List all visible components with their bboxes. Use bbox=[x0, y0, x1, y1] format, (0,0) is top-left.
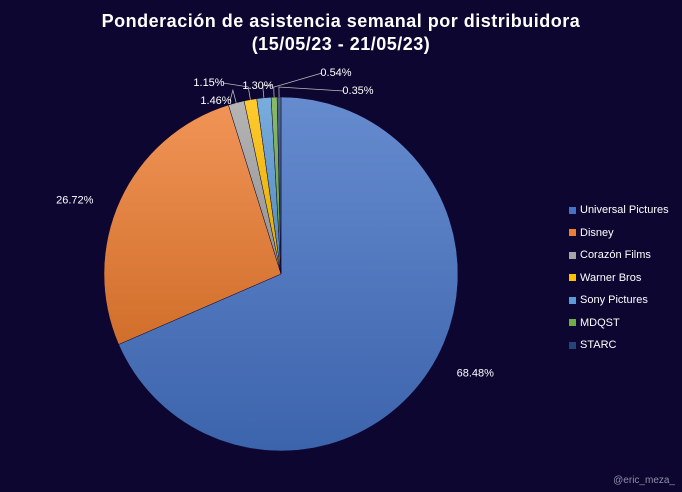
data-label-disney: 26.72% bbox=[56, 194, 94, 206]
legend-label: Disney bbox=[580, 226, 614, 239]
legend-label: STARC bbox=[580, 339, 617, 352]
chart-title: Ponderación de asistencia semanal por di… bbox=[0, 10, 682, 56]
pie-slice-universal-pictures bbox=[118, 96, 459, 452]
legend-swatch bbox=[569, 319, 576, 327]
data-label-warner-bros: 1.15% bbox=[193, 77, 224, 89]
data-label-universal-pictures: 68.48% bbox=[457, 367, 495, 379]
chart-legend: Universal Pictures Disney Corazón Films War… bbox=[569, 199, 669, 357]
leader-line-starc bbox=[278, 86, 345, 98]
chart-title-main: Ponderación de asistencia semanal por di… bbox=[101, 11, 581, 31]
pie-slice-starc bbox=[276, 96, 282, 275]
legend-item-starc: STARC bbox=[569, 334, 669, 357]
leader-line-sony-pictures bbox=[262, 84, 273, 98]
data-label-corazon-films: 1.46% bbox=[200, 95, 231, 107]
legend-swatch bbox=[569, 229, 576, 237]
legend-swatch bbox=[569, 206, 576, 214]
legend-item-sony-pictures: Sony Pictures bbox=[569, 289, 669, 312]
data-label-mdqst: 0.54% bbox=[320, 67, 351, 79]
legend-label: MDQST bbox=[580, 316, 620, 329]
leader-line-warner-bros bbox=[222, 82, 251, 100]
watermark: @eric_meza_ bbox=[613, 475, 675, 486]
legend-item-mdqst: MDQST bbox=[569, 312, 669, 335]
legend-item-warner-bros: Warner Bros bbox=[569, 267, 669, 290]
pie-slice-disney bbox=[103, 104, 282, 345]
legend-swatch bbox=[569, 274, 576, 282]
data-label-starc: 0.35% bbox=[342, 85, 373, 97]
legend-label: Universal Pictures bbox=[580, 204, 669, 217]
legend-label: Sony Pictures bbox=[580, 294, 648, 307]
legend-item-universal-pictures: Universal Pictures bbox=[569, 199, 669, 222]
leader-line-corazon-films bbox=[229, 88, 237, 103]
chart-subtitle: (15/05/23 - 21/05/23) bbox=[251, 34, 431, 54]
legend-swatch bbox=[569, 251, 576, 259]
leader-line-mdqst bbox=[273, 72, 323, 98]
legend-label: Warner Bros bbox=[580, 271, 642, 284]
legend-label: Corazón Films bbox=[580, 249, 651, 262]
legend-item-disney: Disney bbox=[569, 222, 669, 245]
data-label-sony-pictures: 1.30% bbox=[242, 80, 273, 92]
legend-swatch bbox=[569, 296, 576, 304]
legend-item-corazon-films: Corazón Films bbox=[569, 244, 669, 267]
legend-swatch bbox=[569, 341, 576, 349]
